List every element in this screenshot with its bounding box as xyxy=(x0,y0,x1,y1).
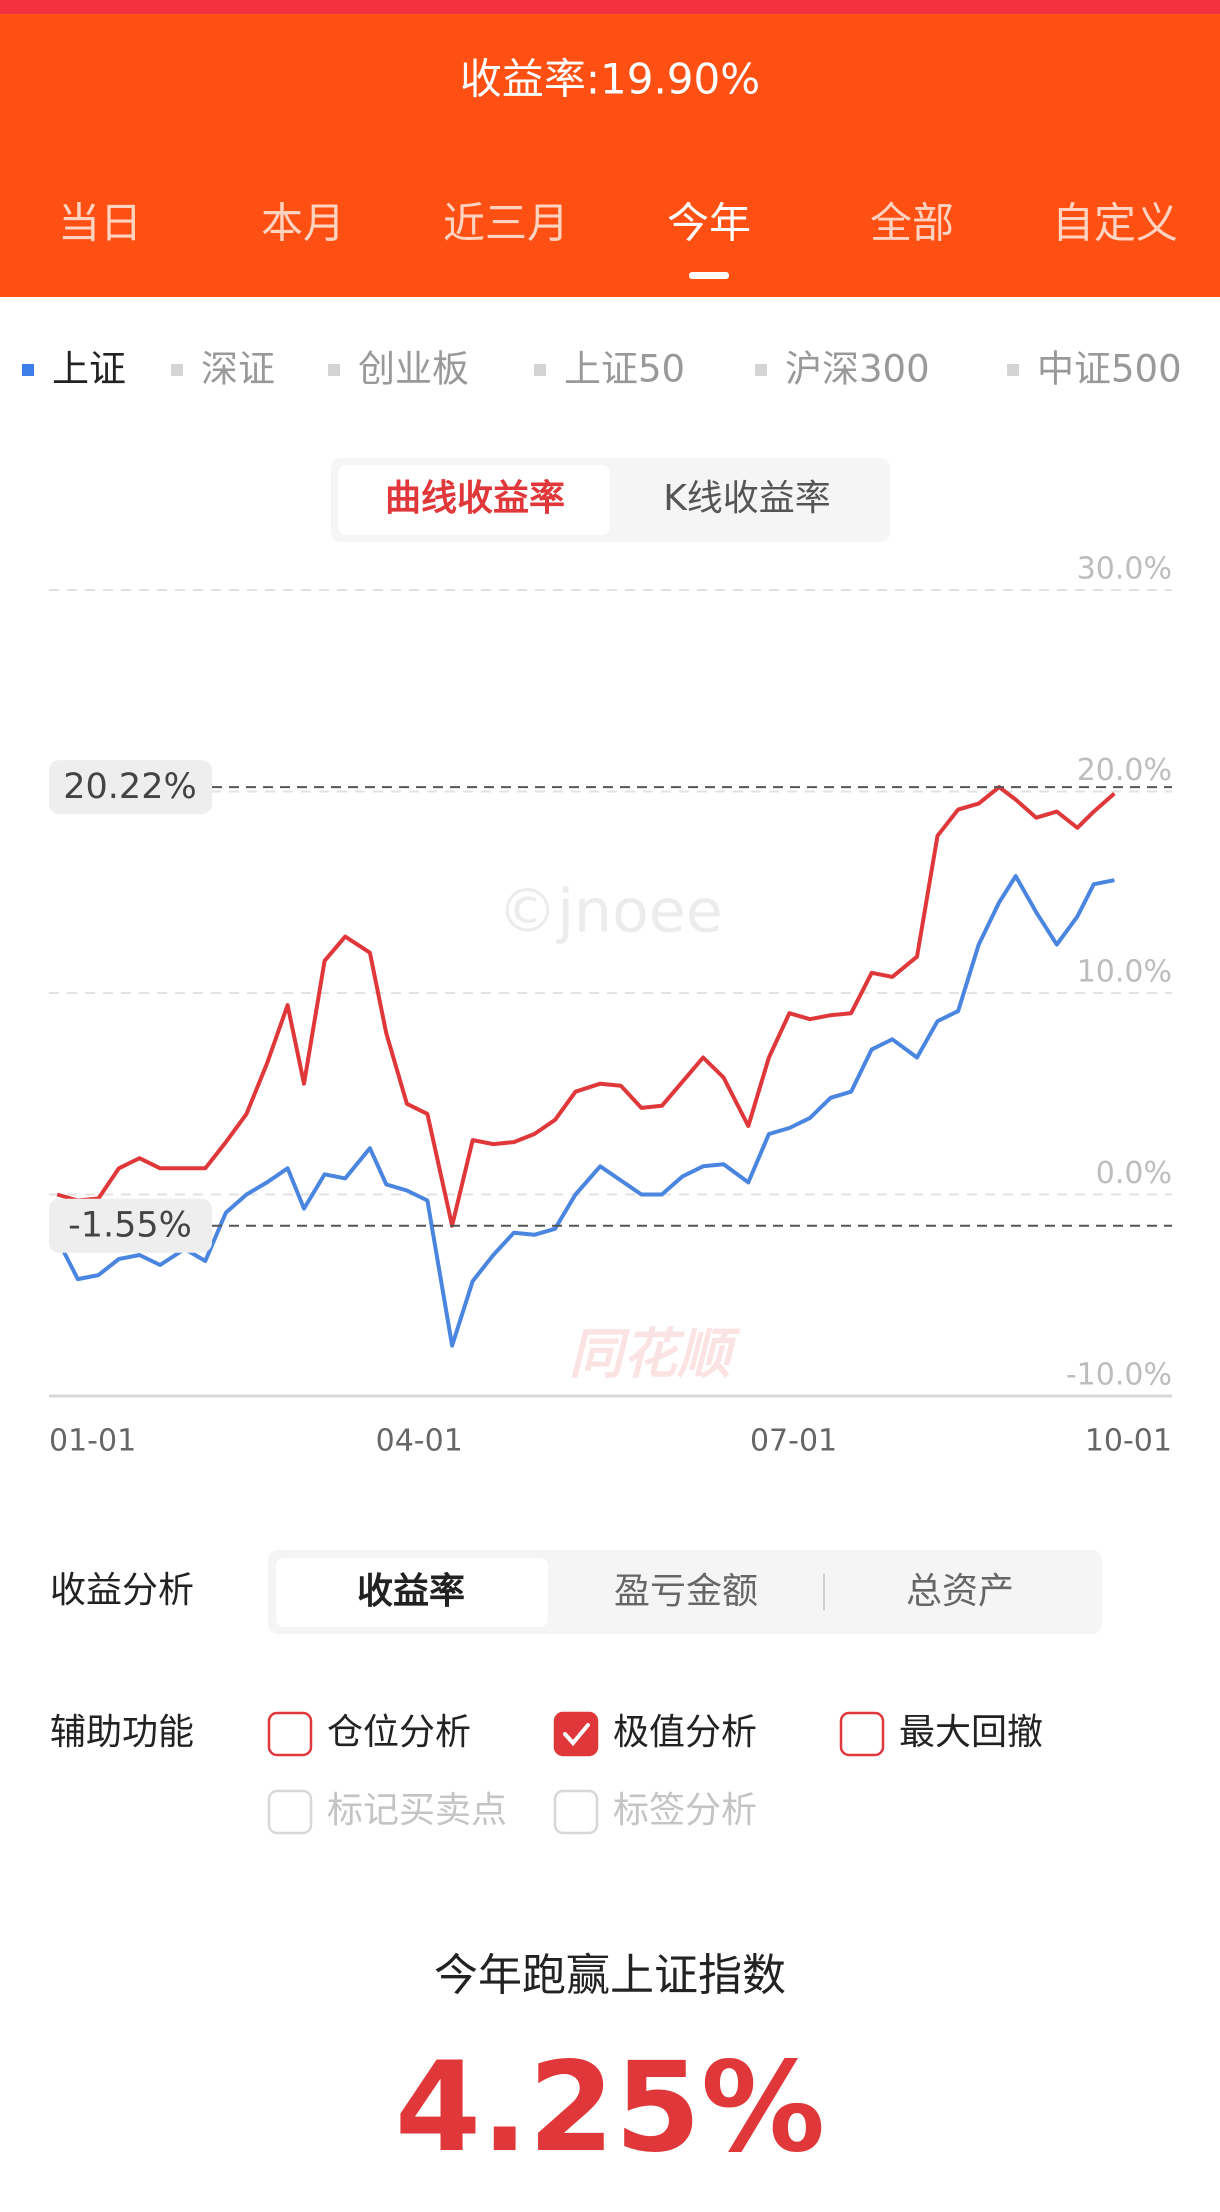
checkmark xyxy=(563,1723,590,1747)
x-tick-label: 07-01 xyxy=(750,1424,837,1459)
extreme-badge xyxy=(49,1198,212,1253)
analysis-label: 收益分析 xyxy=(50,1570,194,1611)
index-dot xyxy=(1007,364,1019,376)
tab-underline xyxy=(689,272,729,279)
mode-item[interactable]: 曲线收益率 xyxy=(385,478,565,519)
x-tick-label: 10-01 xyxy=(1085,1424,1172,1459)
checkbox-label: 标签分析 xyxy=(613,1790,757,1831)
summary-title: 今年跑赢上证指数 xyxy=(434,1950,786,2001)
period-tab[interactable]: 今年 xyxy=(667,199,751,248)
index-tab[interactable]: 上证 xyxy=(52,348,126,391)
checkbox xyxy=(267,1789,313,1835)
analysis-item[interactable]: 盈亏金额 xyxy=(614,1571,758,1612)
checkbox-label: 标记买卖点 xyxy=(327,1790,507,1831)
watermark: 同花顺 xyxy=(569,1323,741,1386)
extreme-badge xyxy=(49,760,212,815)
mode-item[interactable]: K线收益率 xyxy=(663,478,831,519)
watermark: ©jnoee xyxy=(497,877,722,947)
mode-active xyxy=(338,465,610,535)
extreme-label: -1.55% xyxy=(68,1206,192,1246)
status-strip xyxy=(0,0,1220,14)
index-dot xyxy=(755,364,767,376)
period-tab[interactable]: 全部 xyxy=(870,199,954,248)
y-tick-label: 20.0% xyxy=(1077,753,1172,788)
index-tab[interactable]: 深证 xyxy=(201,348,275,391)
y-tick-label: 10.0% xyxy=(1077,955,1172,990)
checkbox[interactable] xyxy=(553,1711,599,1757)
header-title: 收益率:19.90% xyxy=(460,55,760,104)
checkbox xyxy=(553,1789,599,1835)
index-tab[interactable]: 中证500 xyxy=(1037,348,1182,391)
y-tick-label: -10.0% xyxy=(1066,1358,1172,1393)
y-tick-label: 0.0% xyxy=(1096,1156,1172,1191)
index-tab[interactable]: 沪深300 xyxy=(785,348,930,391)
period-tab[interactable]: 自定义 xyxy=(1052,199,1178,248)
x-tick-label: 01-01 xyxy=(49,1424,136,1459)
extreme-label: 20.22% xyxy=(63,767,196,807)
index-dot xyxy=(171,364,183,376)
y-tick-label: 30.0% xyxy=(1077,552,1172,587)
index-tab[interactable]: 上证50 xyxy=(564,348,685,391)
period-tab[interactable]: 当日 xyxy=(58,199,142,248)
series-line xyxy=(55,874,1115,1348)
analysis-item[interactable]: 总资产 xyxy=(906,1571,1014,1612)
aux-label: 辅助功能 xyxy=(50,1712,194,1753)
series-line xyxy=(56,785,1116,1228)
checkbox-label[interactable]: 极值分析 xyxy=(613,1712,757,1753)
period-tab[interactable]: 近三月 xyxy=(443,199,569,248)
checkbox-label[interactable]: 最大回撤 xyxy=(899,1712,1043,1753)
index-dot xyxy=(328,364,340,376)
index-dot xyxy=(534,364,546,376)
checkbox[interactable] xyxy=(839,1711,885,1757)
summary-value: 4.25% xyxy=(395,2036,825,2180)
checkbox[interactable] xyxy=(267,1711,313,1757)
index-tab[interactable]: 创业板 xyxy=(358,348,469,391)
checkbox-label[interactable]: 仓位分析 xyxy=(327,1712,471,1753)
index-dot xyxy=(22,364,34,376)
analysis-active xyxy=(276,1558,548,1627)
x-tick-label: 04-01 xyxy=(376,1424,463,1459)
header-bg xyxy=(0,0,1220,297)
analysis-item[interactable]: 收益率 xyxy=(357,1571,465,1612)
period-tab[interactable]: 本月 xyxy=(261,199,345,248)
